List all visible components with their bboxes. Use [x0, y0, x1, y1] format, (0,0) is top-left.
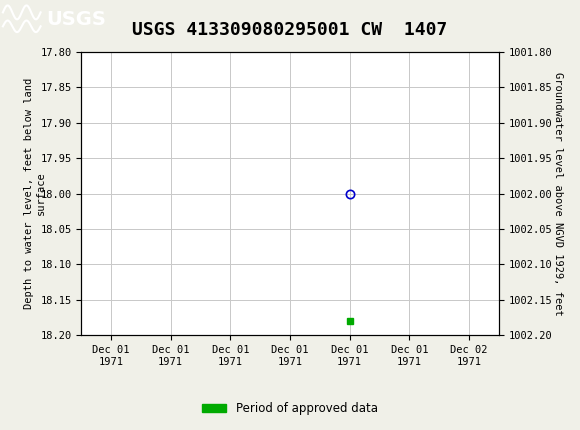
Y-axis label: Groundwater level above NGVD 1929, feet: Groundwater level above NGVD 1929, feet — [553, 72, 563, 315]
Y-axis label: Depth to water level, feet below land
surface: Depth to water level, feet below land su… — [24, 78, 45, 309]
Text: USGS 413309080295001 CW  1407: USGS 413309080295001 CW 1407 — [132, 21, 448, 39]
Text: USGS: USGS — [46, 10, 106, 29]
Legend: Period of approved data: Period of approved data — [198, 397, 382, 420]
